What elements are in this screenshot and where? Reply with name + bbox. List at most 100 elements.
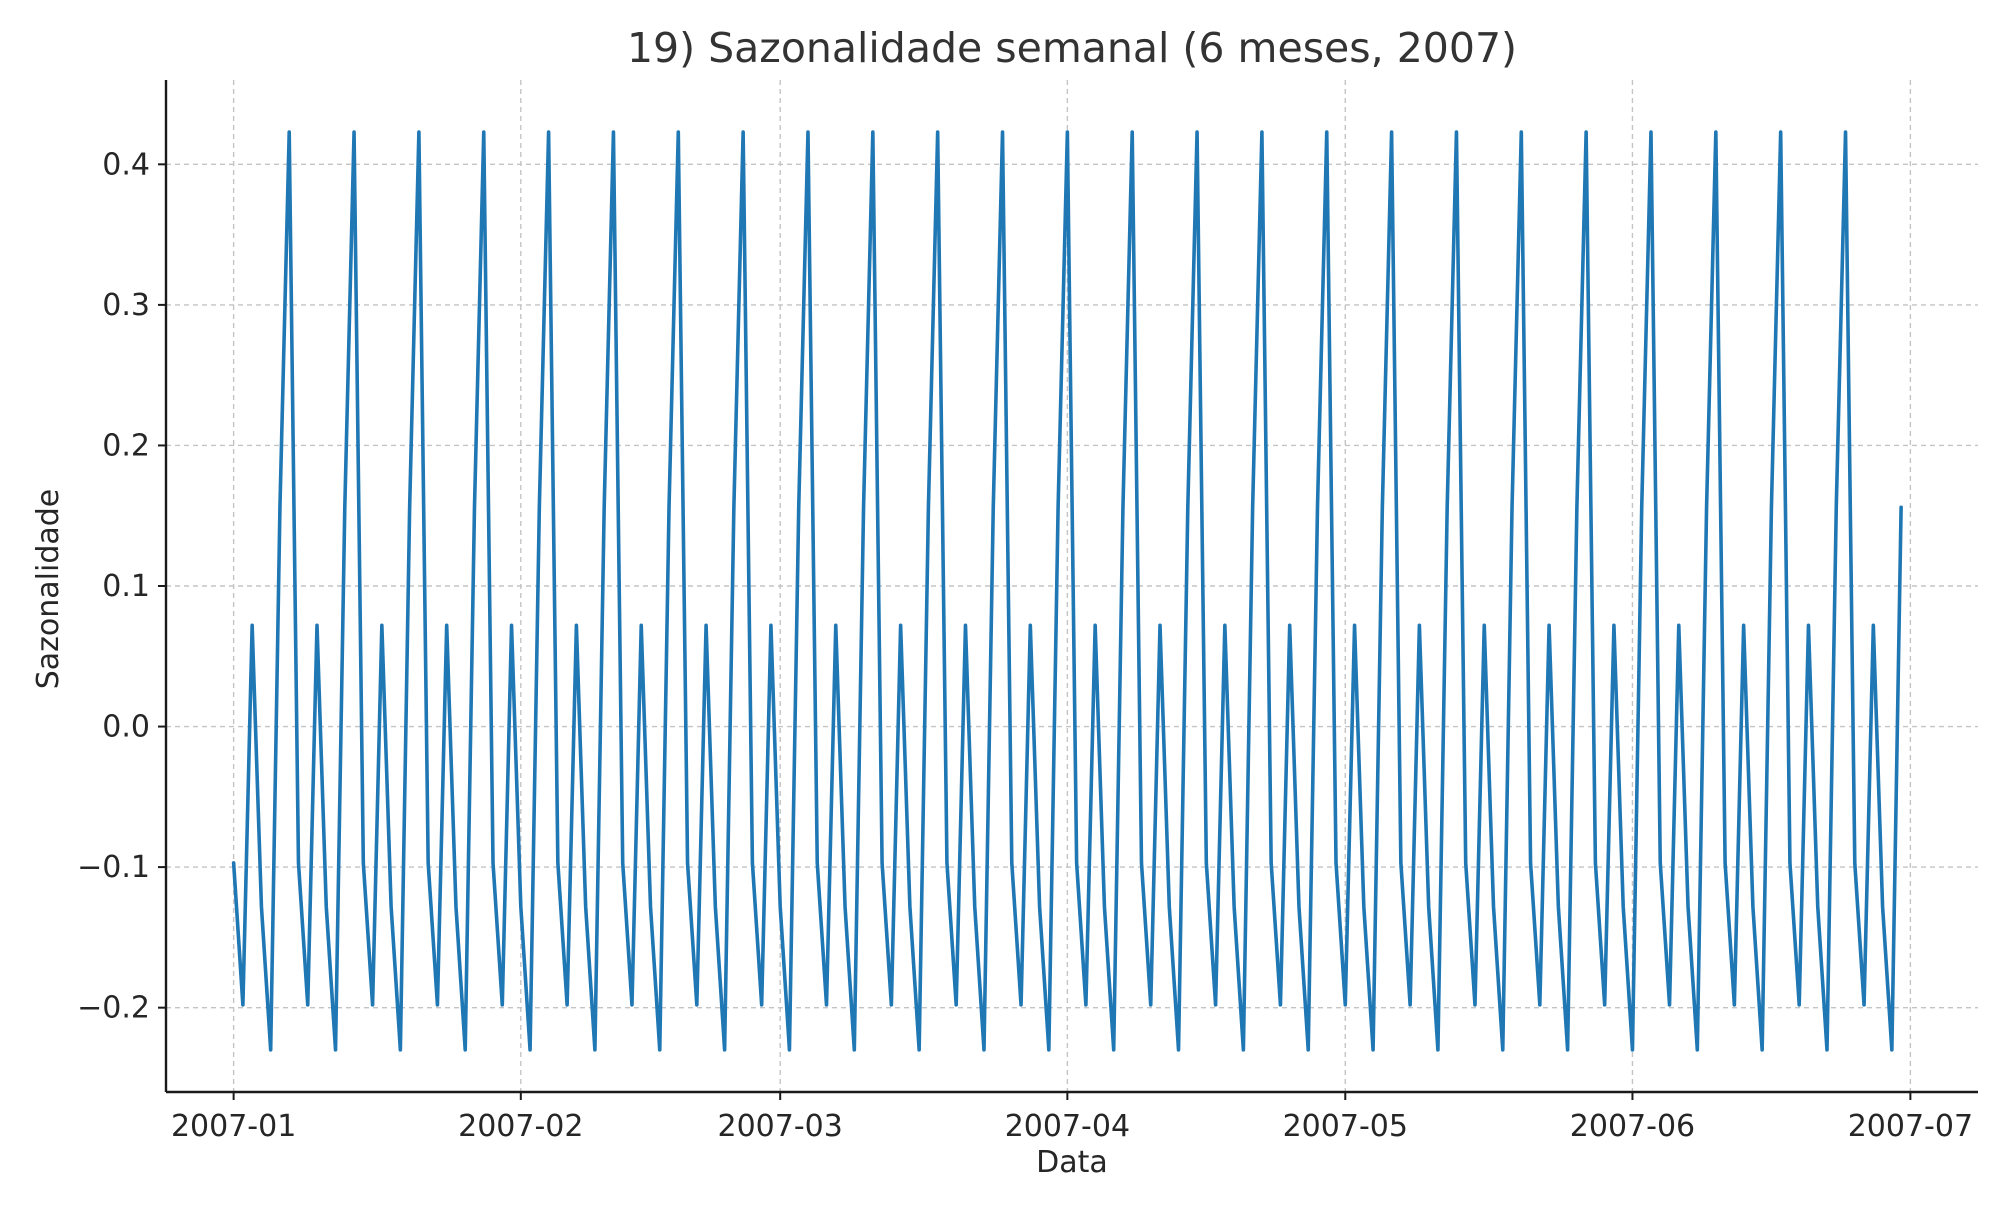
data-point	[575, 624, 578, 627]
data-point	[982, 1048, 985, 1051]
data-point	[371, 1003, 374, 1006]
data-point	[1372, 1048, 1375, 1051]
data-point	[482, 131, 485, 134]
data-point	[417, 131, 420, 134]
y-tick-label: 0.0	[102, 710, 150, 745]
data-point	[325, 905, 328, 908]
data-point	[1288, 624, 1291, 627]
data-point	[1751, 905, 1754, 908]
data-point	[1196, 131, 1199, 134]
data-point	[1863, 1003, 1866, 1006]
data-point	[1084, 1003, 1087, 1006]
data-point	[1788, 861, 1791, 864]
data-point	[232, 861, 235, 864]
data-point	[779, 905, 782, 908]
data-point	[251, 624, 254, 627]
data-point	[1075, 861, 1078, 864]
x-tick-label: 2007-04	[1005, 1109, 1130, 1144]
y-tick-label: −0.2	[77, 991, 150, 1026]
data-point	[566, 1003, 569, 1006]
data-point	[241, 1003, 244, 1006]
data-point	[1826, 1048, 1829, 1051]
data-point	[992, 506, 995, 509]
data-point	[1733, 1003, 1736, 1006]
data-point	[1872, 624, 1875, 627]
data-point	[844, 905, 847, 908]
data-point	[1214, 1003, 1217, 1006]
data-point	[945, 861, 948, 864]
x-tick-label: 2007-07	[1848, 1109, 1973, 1144]
data-point	[501, 1003, 504, 1006]
data-point	[1798, 1003, 1801, 1006]
data-point	[908, 905, 911, 908]
data-point	[1205, 861, 1208, 864]
data-point	[936, 131, 939, 134]
x-tick-label: 2007-02	[458, 1109, 583, 1144]
data-point	[1770, 506, 1773, 509]
data-point	[1612, 624, 1615, 627]
data-point	[686, 861, 689, 864]
data-point	[1307, 1048, 1310, 1051]
y-tick-group: 0.4 0.3 0.2 0.1 0.0 −0.1 −0.2	[77, 147, 166, 1026]
data-point	[436, 1003, 439, 1006]
data-point	[593, 1048, 596, 1051]
data-point	[806, 131, 809, 134]
data-point	[1103, 905, 1106, 908]
data-point	[1844, 131, 1847, 134]
data-point	[890, 1003, 893, 1006]
data-point	[1742, 624, 1745, 627]
data-point	[788, 1048, 791, 1051]
data-point	[1112, 1048, 1115, 1051]
data-point	[1890, 1048, 1893, 1051]
data-point	[612, 131, 615, 134]
data-point	[464, 1048, 467, 1051]
data-point	[288, 131, 291, 134]
data-point	[1557, 905, 1560, 908]
data-point	[732, 506, 735, 509]
data-point	[306, 1003, 309, 1006]
data-point	[1816, 905, 1819, 908]
y-tick-label: 0.3	[102, 288, 150, 323]
data-point	[1687, 905, 1690, 908]
data-point	[1094, 624, 1097, 627]
data-point	[973, 905, 976, 908]
data-point	[1047, 1048, 1050, 1051]
data-point	[1381, 506, 1384, 509]
data-point	[510, 624, 513, 627]
data-point	[1659, 861, 1662, 864]
data-point	[834, 624, 837, 627]
data-point	[797, 506, 800, 509]
data-point	[1121, 506, 1124, 509]
data-point	[1520, 131, 1523, 134]
data-point	[751, 861, 754, 864]
data-point	[695, 1003, 698, 1006]
data-point	[390, 905, 393, 908]
data-point	[1316, 506, 1319, 509]
data-point	[899, 624, 902, 627]
data-point	[1362, 905, 1365, 908]
data-point	[1270, 861, 1273, 864]
data-point	[1029, 624, 1032, 627]
data-point	[1038, 905, 1041, 908]
data-point	[1066, 131, 1069, 134]
data-point	[1390, 131, 1393, 134]
data-point	[955, 1003, 958, 1006]
data-point	[1622, 905, 1625, 908]
data-point	[1168, 905, 1171, 908]
x-tick-group: 2007-01 2007-02 2007-03 2007-04 2007-05 2007-…	[171, 1092, 1973, 1144]
data-point	[547, 131, 550, 134]
data-point	[621, 861, 624, 864]
data-point	[1807, 624, 1810, 627]
data-point	[1260, 131, 1263, 134]
data-point	[1538, 1003, 1541, 1006]
data-point	[362, 861, 365, 864]
data-point	[427, 861, 430, 864]
data-point	[1399, 861, 1402, 864]
x-tick-label: 2007-03	[718, 1109, 843, 1144]
x-tick-label: 2007-06	[1570, 1109, 1695, 1144]
data-point	[1714, 131, 1717, 134]
data-point	[1492, 905, 1495, 908]
data-point	[1131, 131, 1134, 134]
data-point	[862, 506, 865, 509]
data-point	[1427, 905, 1430, 908]
